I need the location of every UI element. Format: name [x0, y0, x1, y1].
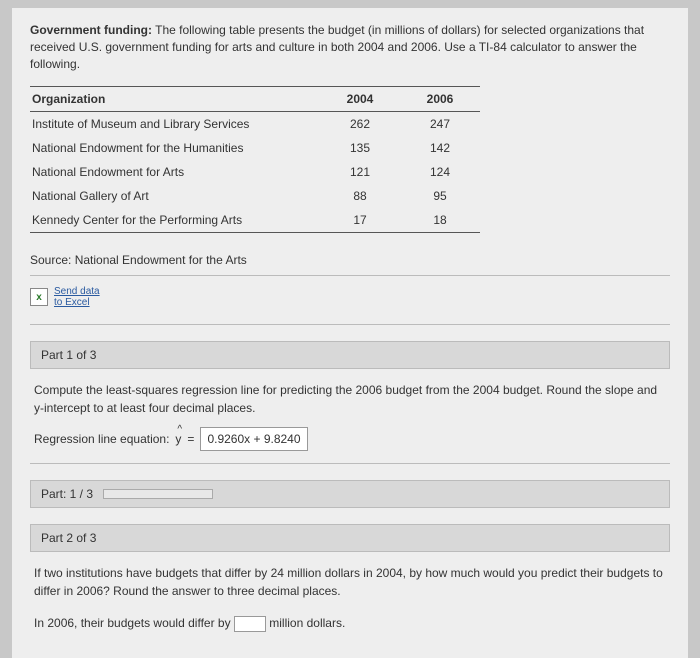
- part2-answer-input[interactable]: [234, 616, 266, 632]
- part2-prefix: In 2006, their budgets would differ by: [34, 616, 231, 630]
- part2-header: Part 2 of 3: [30, 524, 670, 552]
- send-to-excel[interactable]: x Send data to Excel: [30, 276, 670, 325]
- progress-bar: [103, 489, 213, 499]
- cell-org: National Gallery of Art: [30, 184, 320, 208]
- cell-2006: 142: [400, 136, 480, 160]
- table-row: Kennedy Center for the Performing Arts17…: [30, 208, 480, 233]
- part2-prompt: If two institutions have budgets that di…: [34, 564, 666, 600]
- table-row: National Endowment for Arts121124: [30, 160, 480, 184]
- table-row: National Gallery of Art8895: [30, 184, 480, 208]
- cell-2004: 88: [320, 184, 400, 208]
- cell-2004: 135: [320, 136, 400, 160]
- table-row: Institute of Museum and Library Services…: [30, 112, 480, 137]
- cell-2006: 247: [400, 112, 480, 137]
- worksheet-page: Government funding: The following table …: [12, 8, 688, 658]
- cell-2004: 121: [320, 160, 400, 184]
- part2-body: If two institutions have budgets that di…: [30, 552, 670, 644]
- cell-2006: 95: [400, 184, 480, 208]
- progress-label: Part: 1 / 3: [41, 487, 93, 501]
- budget-table: Organization 2004 2006 Institute of Muse…: [30, 86, 480, 233]
- y-hat-symbol: y: [175, 430, 181, 448]
- part1-prompt: Compute the least-squares regression lin…: [34, 381, 666, 417]
- cell-org: Institute of Museum and Library Services: [30, 112, 320, 137]
- cell-2006: 124: [400, 160, 480, 184]
- excel-link-2[interactable]: to Excel: [54, 297, 100, 308]
- table-header-row: Organization 2004 2006: [30, 87, 480, 112]
- part2-answer-line: In 2006, their budgets would differ by m…: [34, 614, 666, 632]
- eq-label: Regression line equation:: [34, 430, 169, 448]
- cell-org: Kennedy Center for the Performing Arts: [30, 208, 320, 233]
- progress-row: Part: 1 / 3: [30, 480, 670, 508]
- col-organization: Organization: [30, 87, 320, 112]
- regression-equation-row: Regression line equation: y = 0.9260x + …: [34, 427, 666, 451]
- excel-link-1[interactable]: Send data: [54, 286, 100, 297]
- part2-suffix: million dollars.: [269, 616, 345, 630]
- col-2004: 2004: [320, 87, 400, 112]
- table-body: Institute of Museum and Library Services…: [30, 112, 480, 233]
- regression-answer-box[interactable]: 0.9260x + 9.8240: [200, 427, 307, 451]
- cell-org: National Endowment for Arts: [30, 160, 320, 184]
- table-source: Source: National Endowment for the Arts: [30, 243, 670, 276]
- cell-2006: 18: [400, 208, 480, 233]
- intro-bold: Government funding:: [30, 23, 152, 37]
- part1-header: Part 1 of 3: [30, 341, 670, 369]
- cell-org: National Endowment for the Humanities: [30, 136, 320, 160]
- equals-sign: =: [187, 430, 194, 448]
- table-row: National Endowment for the Humanities135…: [30, 136, 480, 160]
- excel-icon: x: [30, 288, 48, 306]
- cell-2004: 17: [320, 208, 400, 233]
- cell-2004: 262: [320, 112, 400, 137]
- col-2006: 2006: [400, 87, 480, 112]
- part1-body: Compute the least-squares regression lin…: [30, 369, 670, 464]
- intro-paragraph: Government funding: The following table …: [30, 22, 670, 72]
